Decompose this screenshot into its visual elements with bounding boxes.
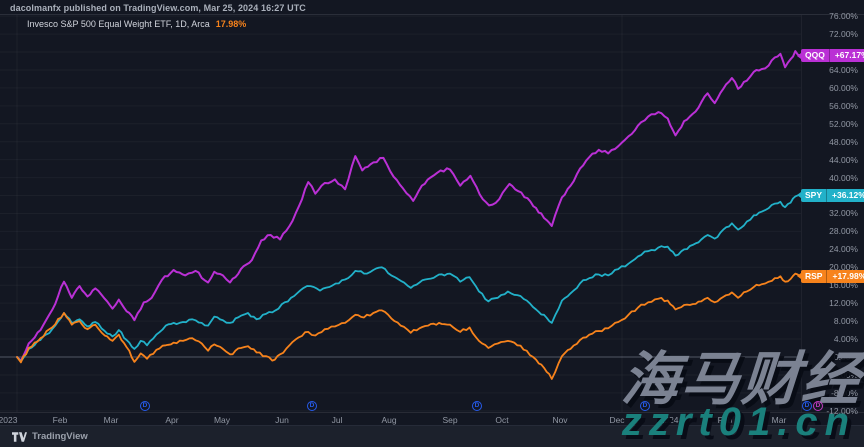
time-scale-label: Aug <box>381 415 397 425</box>
badge-ticker: QQQ <box>805 50 825 61</box>
series-line-rsp[interactable] <box>16 272 801 380</box>
time-scale-label: Feb <box>52 415 68 425</box>
axis-badge-rsp: RSP +17.98% <box>796 269 864 283</box>
price-scale-label: 0.00% <box>833 352 858 362</box>
price-scale-label: 52.00% <box>829 118 858 129</box>
axis-badge-qqq: QQQ+67.17% <box>797 49 864 63</box>
series-line-spy[interactable] <box>16 194 801 363</box>
dividend-marker-icon[interactable]: D <box>307 401 317 411</box>
price-scale-label: 12.00% <box>829 298 858 309</box>
price-scale-label: 48.00% <box>829 136 858 147</box>
time-scale-label: 2024 <box>659 415 679 425</box>
header-divider <box>0 14 864 15</box>
price-scale-label: 28.00% <box>829 226 858 237</box>
axis-badge-spy: SPY +36.12% <box>797 188 864 202</box>
badge-value: +67.17% <box>828 49 864 63</box>
tradingview-logo-text: TradingView <box>32 431 88 442</box>
price-scale-label: 20.00% <box>829 262 858 273</box>
footer-bar: TradingView <box>0 425 864 447</box>
price-scale-label: 60.00% <box>829 82 858 93</box>
time-scale-label: Oct <box>495 415 509 425</box>
badge-value: +36.12% <box>826 188 864 202</box>
dividend-marker-icon[interactable]: D <box>640 401 650 411</box>
price-scale-label: 24.00% <box>829 244 858 255</box>
tradingview-logo-icon <box>12 431 27 442</box>
time-scale-label: Feb <box>717 415 733 425</box>
dividend-marker-icon[interactable]: D <box>802 401 812 411</box>
badge-value: +17.98% <box>826 269 864 283</box>
price-scale-label: 64.00% <box>829 64 858 75</box>
dividend-marker-icon[interactable]: D <box>472 401 482 411</box>
price-scale-label: 32.00% <box>829 208 858 219</box>
price-scale-label: 76.00% <box>829 11 858 22</box>
series-lines <box>16 50 801 380</box>
time-scale-label: Jun <box>275 415 289 425</box>
price-scale-label: 44.00% <box>829 154 858 165</box>
badge-ticker: RSP <box>805 270 823 281</box>
time-scale-label: Sep <box>442 415 458 425</box>
grid-lines <box>0 15 801 412</box>
publish-attribution: dacolmanfx published on TradingView.com,… <box>10 3 306 13</box>
series-line-qqq[interactable] <box>16 50 801 362</box>
time-scale-label: Mar <box>771 415 787 425</box>
time-scale-label: 2023 <box>0 415 18 425</box>
time-scale-label: Apr <box>165 415 179 425</box>
symbol-title: Invesco S&P 500 Equal Weight ETF, 1D, Ar… <box>27 19 210 29</box>
price-scale-label: -4.00% <box>831 369 858 380</box>
price-scale-label: 56.00% <box>829 100 858 111</box>
dividend-marker-icon[interactable]: D <box>813 401 823 411</box>
dividend-marker-icon[interactable]: D <box>140 401 150 411</box>
price-scale-label: 4.00% <box>833 334 858 345</box>
time-scale-label: Dec <box>609 415 625 425</box>
price-scale-label: 72.00% <box>829 29 858 40</box>
price-scale-label: 8.00% <box>833 316 858 327</box>
time-scale-label: Jul <box>331 415 343 425</box>
time-scale-label: May <box>213 415 231 425</box>
price-scale-label: 16.00% <box>829 280 858 291</box>
time-scale-label: Nov <box>552 415 568 425</box>
price-scale-label: -8.00% <box>831 387 858 398</box>
symbol-change-value: 17.98% <box>215 19 247 29</box>
badge-ticker: SPY <box>805 189 823 200</box>
price-scale-label: 40.00% <box>829 172 858 183</box>
tradingview-logo-link[interactable]: TradingView <box>12 431 88 442</box>
time-scale-label: Mar <box>103 415 119 425</box>
symbol-legend[interactable]: Invesco S&P 500 Equal Weight ETF, 1D, Ar… <box>27 19 246 29</box>
price-scale-label: -12.00% <box>826 405 858 416</box>
